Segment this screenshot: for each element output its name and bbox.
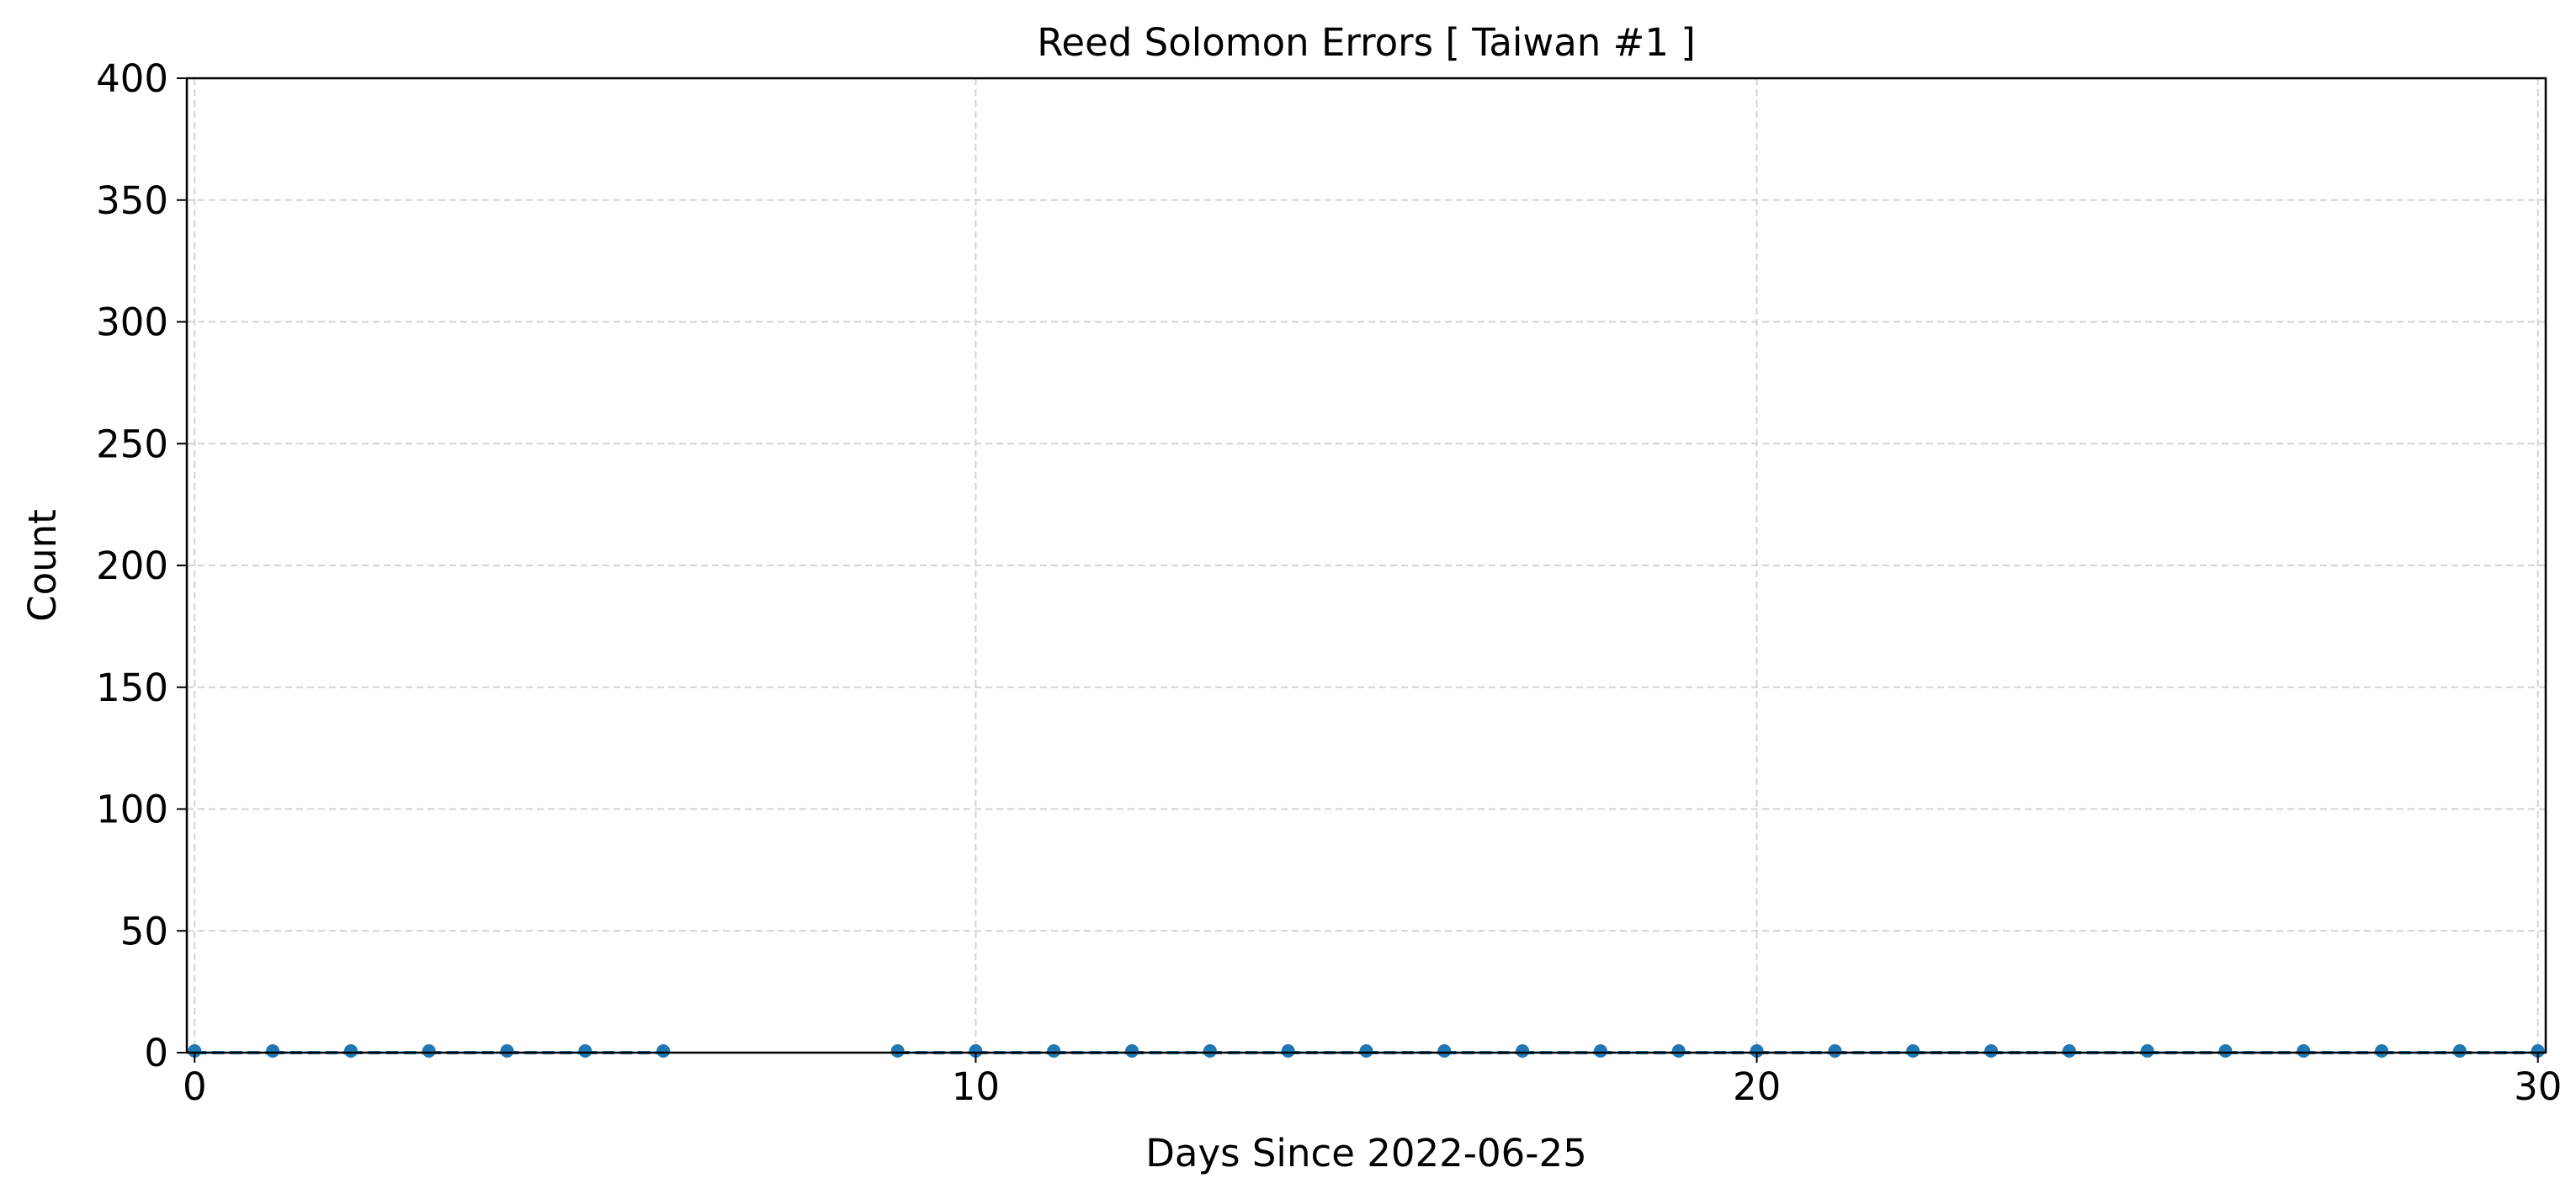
data-point: [578, 1044, 592, 1058]
x-tick-label: 10: [952, 1064, 1000, 1109]
x-tick-label: 20: [1733, 1064, 1781, 1109]
y-tick-label: 50: [120, 909, 168, 953]
x-tick-label: 0: [183, 1064, 207, 1109]
data-point: [343, 1044, 358, 1058]
data-point: [2375, 1044, 2389, 1058]
data-point: [1516, 1044, 1530, 1058]
data-point: [1359, 1044, 1373, 1058]
data-point: [1671, 1044, 1686, 1058]
y-tick-label: 0: [144, 1031, 168, 1075]
data-point: [1750, 1044, 1764, 1058]
y-tick-label: 200: [96, 544, 168, 588]
data-point: [1125, 1044, 1139, 1058]
data-point: [2531, 1044, 2545, 1058]
data-point: [1906, 1044, 1920, 1058]
y-tick-label: 100: [96, 788, 168, 832]
data-point: [2218, 1044, 2233, 1058]
data-point: [266, 1044, 280, 1058]
y-axis-label: Count: [20, 509, 65, 622]
x-tick-label: 30: [2514, 1064, 2562, 1109]
data-point: [2140, 1044, 2154, 1058]
data-point: [2297, 1044, 2311, 1058]
data-point: [1437, 1044, 1452, 1058]
chart-title: Reed Solomon Errors [ Taiwan #1 ]: [1037, 20, 1696, 65]
y-tick-label: 300: [96, 300, 168, 345]
data-point: [2452, 1044, 2467, 1058]
x-axis-label: Days Since 2022-06-25: [1145, 1131, 1586, 1175]
data-point: [500, 1044, 514, 1058]
data-point: [1203, 1044, 1217, 1058]
data-point: [890, 1044, 905, 1058]
data-point: [1593, 1044, 1607, 1058]
data-point: [1984, 1044, 1999, 1058]
data-point: [969, 1044, 983, 1058]
y-tick-label: 250: [96, 422, 168, 466]
data-point: [1281, 1044, 1295, 1058]
data-point: [422, 1044, 436, 1058]
data-point: [188, 1044, 202, 1058]
data-point: [656, 1044, 671, 1058]
data-point: [1047, 1044, 1061, 1058]
grid: [187, 77, 2546, 1053]
data-point: [2062, 1044, 2076, 1058]
y-tick-label: 350: [96, 178, 168, 223]
y-tick-label: 400: [96, 56, 168, 101]
data-point: [1828, 1044, 1842, 1058]
y-tick-label: 150: [96, 666, 168, 710]
